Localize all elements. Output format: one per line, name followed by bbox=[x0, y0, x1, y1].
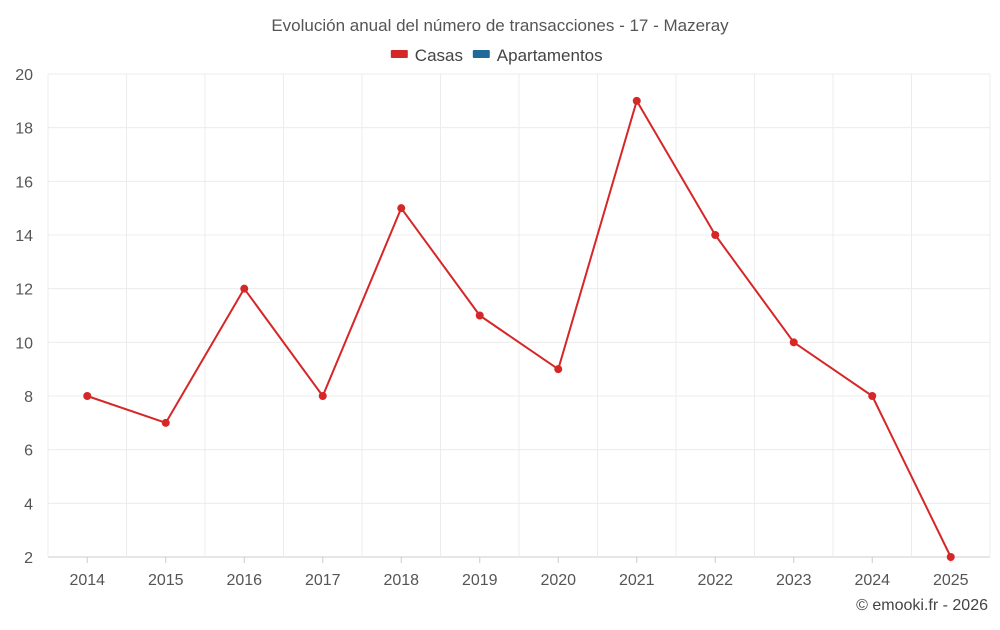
x-tick-label: 2020 bbox=[540, 572, 576, 589]
data-point[interactable] bbox=[240, 284, 249, 293]
legend-swatch bbox=[390, 50, 408, 58]
data-point[interactable] bbox=[711, 231, 720, 239]
y-tick-label: 18 bbox=[15, 121, 33, 138]
data-point[interactable] bbox=[632, 96, 641, 105]
series-layer bbox=[83, 96, 955, 561]
legend-swatch bbox=[472, 50, 490, 58]
data-point[interactable] bbox=[554, 365, 563, 374]
series-line-casas bbox=[86, 99, 952, 558]
data-point[interactable] bbox=[397, 204, 406, 213]
grid-lines bbox=[47, 73, 991, 558]
x-tick-label: 2016 bbox=[226, 572, 262, 589]
x-tick-label: 2018 bbox=[383, 572, 419, 589]
y-tick-label: 20 bbox=[15, 67, 33, 84]
legend: Casas Apartamentos bbox=[390, 46, 603, 65]
x-tick-label: 2025 bbox=[933, 572, 969, 589]
x-tick-label: 2022 bbox=[697, 572, 733, 589]
y-tick-label: 12 bbox=[15, 282, 33, 299]
data-point[interactable] bbox=[946, 553, 955, 561]
chart-title: Evolución anual del número de transaccio… bbox=[271, 16, 729, 35]
x-axis-ticks: 2014 2015 2016 2017 2018 2019 2020 2021 2022 2023… bbox=[69, 557, 969, 589]
credit-text: © emooki.fr - 2026 bbox=[856, 597, 988, 614]
y-tick-label: 16 bbox=[15, 174, 33, 191]
legend-label[interactable]: Casas bbox=[415, 46, 463, 65]
x-tick-label: 2019 bbox=[462, 572, 498, 589]
y-tick-label: 8 bbox=[24, 389, 33, 406]
y-tick-label: 14 bbox=[15, 228, 33, 245]
y-tick-label: 4 bbox=[24, 496, 33, 513]
x-tick-label: 2024 bbox=[854, 572, 890, 589]
data-point[interactable] bbox=[161, 418, 170, 427]
legend-label[interactable]: Apartamentos bbox=[497, 46, 603, 65]
x-tick-label: 2015 bbox=[148, 572, 184, 589]
data-point[interactable] bbox=[318, 392, 327, 400]
data-point[interactable] bbox=[83, 392, 92, 400]
data-point[interactable] bbox=[789, 338, 798, 347]
y-tick-label: 2 bbox=[24, 550, 33, 567]
x-tick-label: 2021 bbox=[619, 572, 655, 589]
data-point[interactable] bbox=[475, 311, 484, 320]
x-tick-label: 2017 bbox=[305, 572, 341, 589]
y-tick-label: 10 bbox=[15, 335, 33, 352]
y-axis-ticks: 2 4 6 8 10 12 14 16 18 20 bbox=[15, 67, 33, 567]
data-point[interactable] bbox=[868, 392, 877, 400]
x-tick-label: 2014 bbox=[69, 572, 105, 589]
y-tick-label: 6 bbox=[24, 443, 33, 460]
x-tick-label: 2023 bbox=[776, 572, 812, 589]
